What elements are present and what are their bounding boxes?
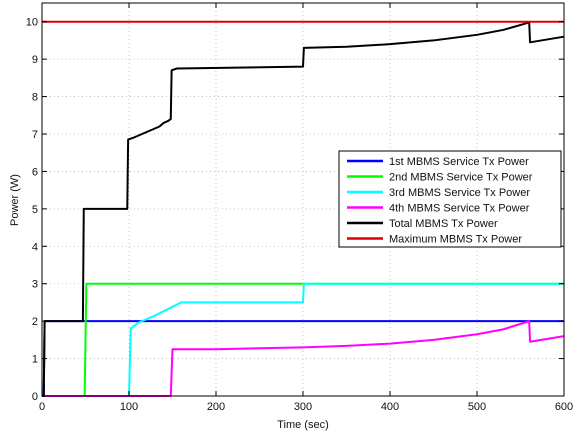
x-axis-label: Time (sec)	[277, 419, 329, 431]
y-tick-label: 1	[32, 354, 38, 366]
x-tick-label: 100	[120, 401, 138, 413]
series-line-3	[42, 282, 564, 397]
y-tick-label: 3	[32, 279, 38, 291]
x-tick-label: 500	[468, 401, 486, 413]
x-tick-label: 400	[381, 401, 399, 413]
legend-label-6: Maximum MBMS Tx Power	[389, 234, 522, 246]
y-tick-label: 8	[32, 92, 38, 104]
series-line-5	[42, 21, 565, 397]
y-axis-label: Power (W)	[9, 174, 21, 226]
legend-label-4: 4th MBMS Service Tx Power	[389, 203, 530, 215]
legend-label-1: 1st MBMS Service Tx Power	[389, 156, 529, 168]
legend-label-3: 3rd MBMS Service Tx Power	[389, 187, 530, 199]
y-tick-label: 7	[32, 129, 38, 141]
legend-label-5: Total MBMS Tx Power	[389, 218, 498, 230]
y-tick-label: 0	[32, 391, 38, 403]
series-line-4	[42, 320, 565, 397]
y-tick-label: 2	[32, 316, 38, 328]
y-tick-label: 10	[26, 17, 38, 29]
x-tick-label: 200	[207, 401, 225, 413]
y-tick-label: 9	[32, 54, 38, 66]
y-tick-label: 4	[32, 241, 38, 253]
legend-label-2: 2nd MBMS Service Tx Power	[389, 172, 533, 184]
y-tick-label: 6	[32, 166, 38, 178]
ticks: 0 100 200 300 400 500 600 0 1 2 3 4 5 6 7 8 9 10	[26, 3, 573, 413]
x-tick-label: 300	[294, 401, 312, 413]
y-tick-label: 5	[32, 204, 38, 216]
x-tick-label: 600	[555, 401, 573, 413]
legend-box	[338, 150, 562, 248]
x-tick-label: 0	[39, 401, 45, 413]
legend: 1st MBMS Service Tx Power 2nd MBMS Servic…	[338, 150, 562, 248]
